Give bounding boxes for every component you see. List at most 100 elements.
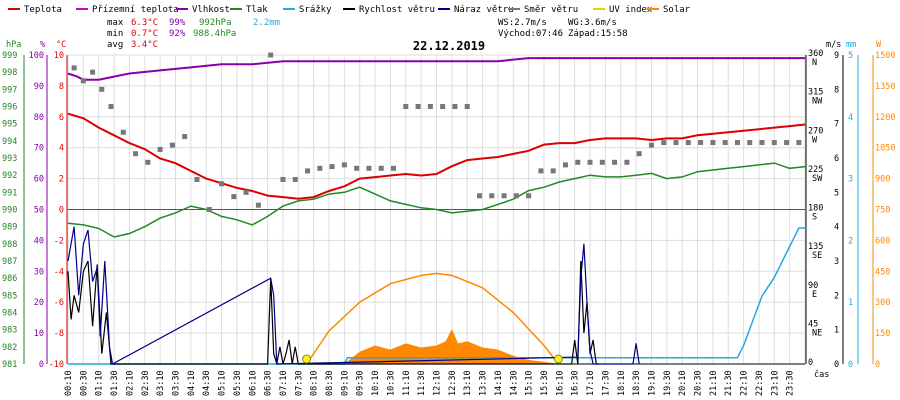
tick-label-dir-name: SW (812, 174, 823, 184)
wind-direction-point (108, 104, 114, 109)
tick-label-time: 13:10 (463, 370, 473, 396)
wind-direction-point (538, 168, 544, 174)
wind-direction-point (169, 142, 175, 148)
stats-min-hum: 92% (169, 29, 186, 39)
wind-direction-point (513, 193, 519, 199)
tick-label-dir-name: N (812, 58, 817, 68)
wind-direction-point (292, 176, 298, 182)
wind-direction-point (464, 104, 470, 109)
tick-label-dir: 360 (808, 49, 823, 59)
wind-direction-point (698, 140, 704, 146)
tick-label-time: 14:10 (494, 370, 504, 396)
legend-label: Směr větru (524, 5, 578, 15)
axis-title-ms: m/s (826, 40, 841, 50)
tick-label-dir-name: NE (812, 328, 822, 338)
wind-direction-point (280, 176, 286, 182)
tick-label-time: 14:30 (509, 370, 519, 396)
wind-direction-point (268, 52, 274, 58)
tick-label-time: 19:30 (663, 370, 673, 396)
tick-label-time: 20:30 (694, 370, 704, 396)
tick-label-w: 300 (875, 298, 890, 308)
tick-label-time: 12:30 (448, 370, 458, 396)
wind-direction-point (305, 168, 311, 174)
tick-label-time: 17:30 (601, 370, 611, 396)
tick-label-mm: 4 (848, 113, 853, 123)
tick-label-dir: 270 (808, 126, 823, 136)
wind-direction-point (90, 69, 96, 75)
stats-box: max 6.3°C 99% 992hPa 2.2mm min 0.7°C 92%… (107, 18, 628, 50)
wind-direction-point (80, 78, 86, 84)
series-solar-area (344, 329, 560, 364)
wind-direction-point (317, 165, 323, 171)
tick-label-hpa: 991 (2, 188, 17, 198)
tick-label-time: 02:30 (141, 370, 151, 396)
tick-label-time: 10:30 (386, 370, 396, 396)
wind-direction-point (636, 151, 642, 157)
tick-label-pct: 90 (34, 82, 44, 92)
tick-label-time: 09:10 (340, 370, 350, 396)
stats-sunset: Západ:15:58 (568, 29, 628, 39)
wind-direction-point (415, 104, 421, 109)
wind-direction-point (526, 193, 532, 199)
tick-label-dir: 0 (808, 358, 813, 368)
axis-title-time: čas (814, 369, 829, 380)
legend-label: Srážky (299, 5, 332, 15)
sunset-marker (553, 354, 563, 364)
series-solar-max-line (305, 272, 559, 365)
wind-direction-point (120, 129, 126, 135)
wind-direction-point (99, 86, 105, 92)
tick-label-time: 08:10 (310, 370, 320, 396)
stats-ws: WS:2.7m/s (498, 18, 547, 28)
tick-label-pct: 30 (34, 267, 44, 277)
tick-label-time: 01:30 (110, 370, 120, 396)
tick-label-hpa: 990 (2, 206, 17, 216)
tick-label-ms: 2 (834, 291, 839, 301)
tick-label-time: 21:10 (709, 370, 719, 396)
wind-direction-point (562, 162, 568, 168)
tick-label-hpa: 983 (2, 326, 17, 336)
tick-label-time: 05:30 (233, 370, 243, 396)
stats-min-temp: 0.7°C (131, 29, 158, 39)
stats-min-press: 988.4hPa (193, 29, 236, 39)
tick-label-temp: 6 (59, 113, 64, 123)
wind-direction-point (685, 140, 691, 146)
wind-direction-point (476, 193, 482, 199)
tick-label-hpa: 981 (2, 360, 17, 370)
tick-label-time: 22:30 (755, 370, 765, 396)
tick-label-time: 11:30 (417, 370, 427, 396)
series-pressure-line (67, 162, 806, 238)
tick-label-time: 08:30 (325, 370, 335, 396)
tick-label-temp: 4 (59, 144, 64, 154)
wind-direction-point (550, 168, 556, 174)
tick-label-dir-name: S (812, 213, 817, 223)
stats-max-press: 992hPa (199, 18, 232, 28)
tick-label-hpa: 982 (2, 343, 17, 353)
tick-label-time: 03:10 (156, 370, 166, 396)
stats-rain: 2.2mm (253, 18, 280, 28)
tick-label-hpa: 984 (2, 309, 17, 319)
tick-label-time: 10:10 (371, 370, 381, 396)
tick-label-time: 12:10 (433, 370, 443, 396)
tick-label-dir: 45 (808, 319, 818, 329)
tick-label-time: 02:10 (125, 370, 135, 396)
tick-label-dir: 135 (808, 242, 823, 252)
tick-label-mm: 2 (848, 236, 853, 246)
tick-label-time: 16:10 (555, 370, 565, 396)
tick-label-time: 05:10 (218, 370, 228, 396)
tick-label-hpa: 999 (2, 51, 17, 61)
wind-direction-point (182, 134, 188, 140)
tick-label-pct: 40 (34, 236, 44, 246)
wind-direction-point (784, 140, 790, 146)
tick-label-time: 13:30 (479, 370, 489, 396)
wind-direction-point (194, 176, 200, 182)
tick-label-temp: 0 (59, 206, 64, 216)
tick-label-hpa: 995 (2, 120, 17, 130)
tick-label-time: 06:30 (264, 370, 274, 396)
tick-label-dir-name: SE (812, 251, 822, 261)
wind-direction-point (648, 142, 654, 148)
legend-label: Náraz větru (454, 5, 514, 15)
tick-label-temp: -6 (54, 298, 64, 308)
tick-label-ms: 7 (834, 120, 839, 130)
tick-label-dir-name: W (812, 135, 818, 145)
tick-label-pct: 70 (34, 144, 44, 154)
